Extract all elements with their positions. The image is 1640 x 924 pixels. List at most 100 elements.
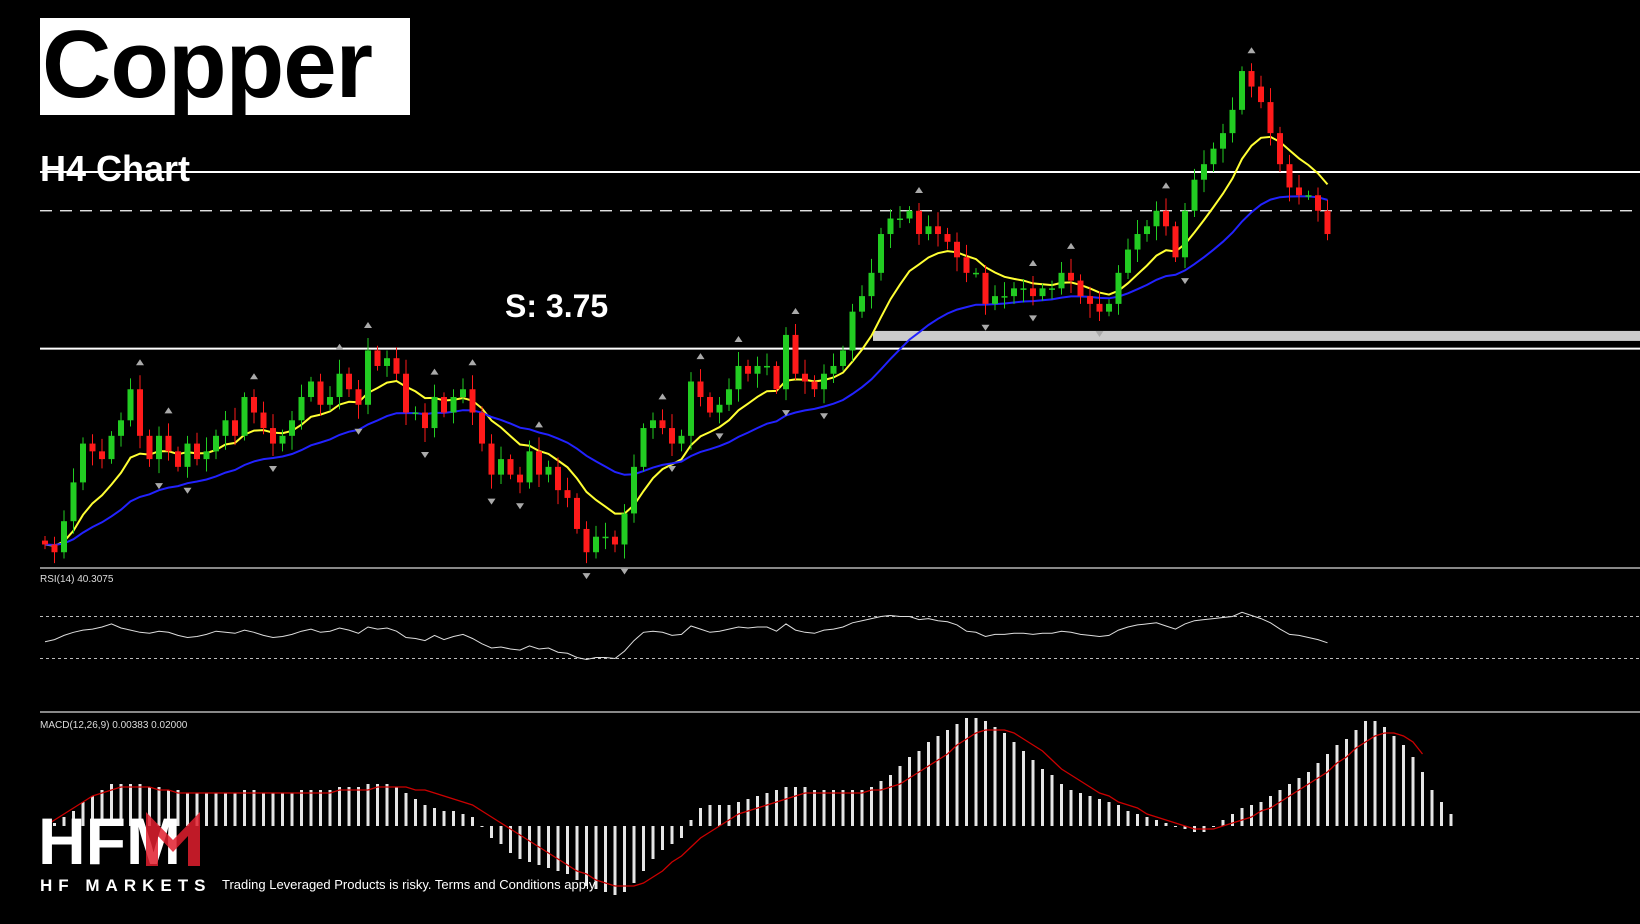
candle-body xyxy=(602,536,609,539)
macd-histogram-bar xyxy=(1126,811,1130,826)
candle-body xyxy=(783,334,789,390)
macd-histogram-bar xyxy=(1345,739,1348,826)
logo-accent-icon xyxy=(146,812,200,866)
candle-body xyxy=(1106,303,1112,312)
candle-body xyxy=(289,420,295,436)
candle-body xyxy=(1153,210,1160,227)
macd-histogram-bar xyxy=(81,802,85,826)
fractal-down-icon xyxy=(269,466,277,472)
candle-body xyxy=(821,373,827,390)
candle-body xyxy=(1163,210,1169,227)
macd-histogram-bar xyxy=(898,766,902,826)
candle-body xyxy=(526,451,533,483)
macd-histogram-bar xyxy=(1421,772,1424,826)
fractal-down-icon xyxy=(155,483,163,490)
macd-histogram-bar xyxy=(1145,817,1149,826)
macd-histogram-bar xyxy=(62,817,66,826)
candle-body xyxy=(1077,280,1084,297)
macd-histogram-bar xyxy=(1031,760,1035,826)
macd-histogram-bar xyxy=(1212,826,1215,827)
fractal-down-icon xyxy=(183,487,192,494)
candle-body xyxy=(80,443,86,483)
macd-histogram-bar xyxy=(414,799,417,826)
macd-histogram-bar xyxy=(832,790,835,826)
macd-pane xyxy=(43,718,1453,895)
macd-histogram-bar xyxy=(385,784,389,826)
macd-histogram-bar xyxy=(461,814,465,826)
fractal-up-icon xyxy=(1067,242,1075,249)
candle-body xyxy=(659,420,666,429)
candle-body xyxy=(536,451,542,475)
candle-body xyxy=(460,389,466,398)
macd-histogram-bar xyxy=(1079,793,1082,826)
candle-body xyxy=(1239,71,1245,110)
candle-body xyxy=(1039,288,1046,297)
candle-body xyxy=(1058,272,1065,289)
candle-body xyxy=(70,482,77,522)
candle-body xyxy=(412,412,419,415)
candle-body xyxy=(612,536,618,545)
macd-histogram-bar xyxy=(1164,823,1168,826)
candle-body xyxy=(232,420,238,436)
candlesticks xyxy=(42,63,1331,564)
macd-histogram-bar xyxy=(1449,814,1453,826)
candle-body xyxy=(811,381,818,390)
candle-body xyxy=(802,373,808,382)
macd-histogram-bar xyxy=(148,787,151,826)
macd-histogram-bar xyxy=(1354,730,1358,826)
macd-histogram-bar xyxy=(1060,784,1063,826)
macd-histogram-bar xyxy=(518,826,522,859)
macd-histogram-bar xyxy=(784,787,788,826)
candle-body xyxy=(479,412,485,444)
macd-histogram-bar xyxy=(528,826,531,862)
candle-body xyxy=(1210,148,1217,165)
macd-histogram-bar xyxy=(765,793,769,826)
candle-body xyxy=(1201,164,1207,180)
candle-body xyxy=(935,226,941,235)
candle-body xyxy=(773,365,780,390)
candle-body xyxy=(992,296,998,304)
fractal-up-icon xyxy=(430,368,439,375)
candle-body xyxy=(260,412,267,429)
candle-body xyxy=(146,435,153,460)
macd-histogram-bar xyxy=(813,790,816,826)
candle-body xyxy=(1248,71,1255,87)
candle-body xyxy=(1144,226,1150,235)
candle-body xyxy=(393,358,400,374)
macd-histogram-bar xyxy=(1364,721,1367,826)
macd-histogram-bar xyxy=(471,817,474,826)
candle-body xyxy=(422,412,428,429)
fractal-down-icon xyxy=(1029,315,1037,322)
fractal-down-icon xyxy=(782,410,790,417)
candle-body xyxy=(1267,102,1274,134)
macd-histogram-bar xyxy=(167,790,170,826)
macd-histogram-bar xyxy=(195,793,199,826)
macd-histogram-bar xyxy=(1050,775,1054,826)
candle-body xyxy=(1296,187,1302,196)
fractal-up-icon xyxy=(136,359,144,366)
macd-histogram-bar xyxy=(1012,742,1016,826)
macd-histogram-bar xyxy=(357,787,360,826)
fractal-up-icon xyxy=(535,421,543,428)
candle-body xyxy=(517,474,523,483)
macd-histogram-bar xyxy=(1117,805,1120,826)
logo-text: HFM xyxy=(38,808,181,868)
candle-body xyxy=(849,311,856,351)
candle-body xyxy=(156,435,162,460)
macd-label: MACD(12,26,9) 0.00383 0.02000 xyxy=(40,720,188,731)
candle-body xyxy=(868,272,875,297)
candle-body xyxy=(42,540,48,545)
macd-histogram-bar xyxy=(718,805,721,826)
candle-body xyxy=(887,218,894,235)
macd-histogram-bar xyxy=(281,793,284,826)
candle-body xyxy=(1315,195,1321,211)
macd-histogram-bar xyxy=(1022,751,1025,826)
candle-body xyxy=(1286,164,1293,188)
macd-histogram-bar xyxy=(756,796,759,826)
macd-histogram-bar xyxy=(157,787,161,826)
candle-body xyxy=(764,365,770,368)
macd-histogram-bar xyxy=(1183,826,1187,829)
candle-body xyxy=(384,358,390,366)
macd-histogram-bar xyxy=(1326,754,1329,826)
macd-histogram-bar xyxy=(585,826,588,886)
